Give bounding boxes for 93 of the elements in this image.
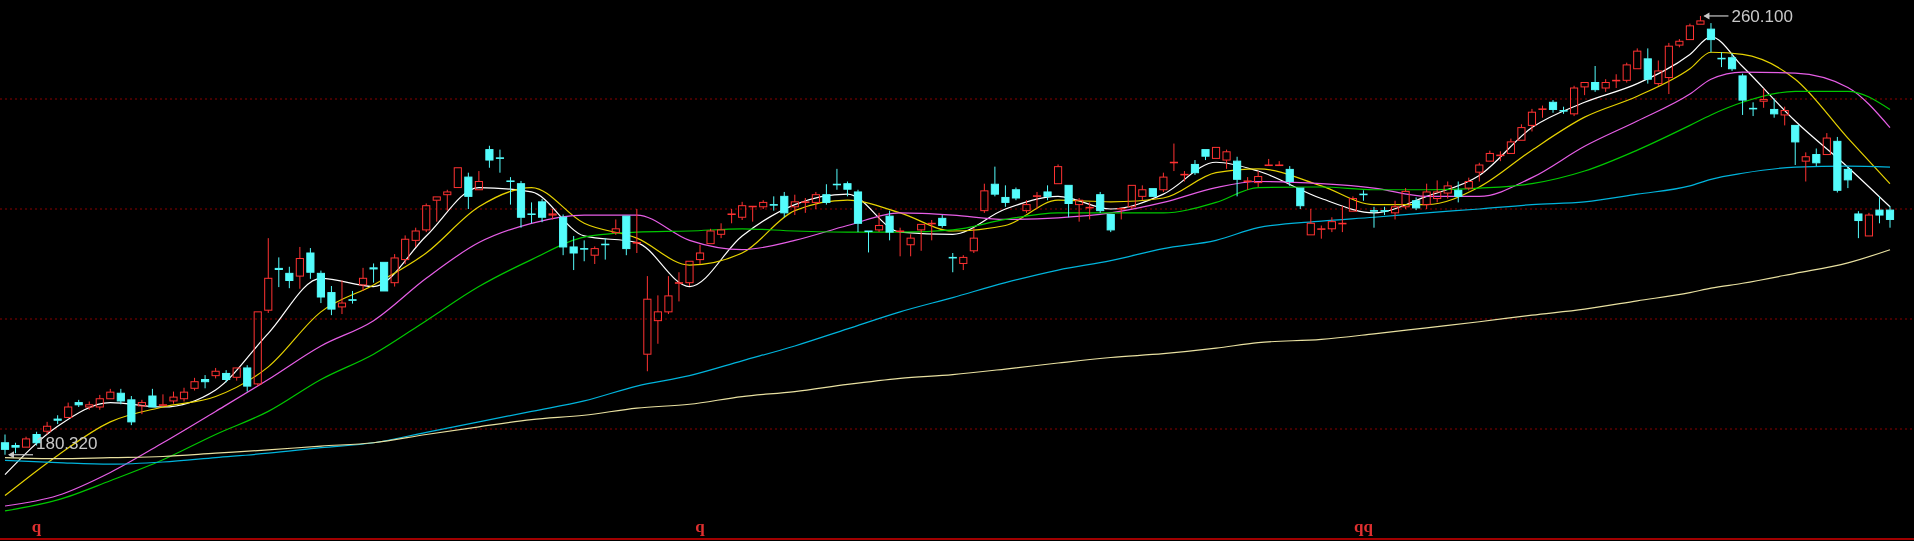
candlestick <box>1296 187 1305 210</box>
candlestick <box>474 170 483 191</box>
candlestick <box>990 166 999 197</box>
candlestick <box>495 149 505 174</box>
x-tick-label: q <box>695 517 706 536</box>
candlestick <box>717 222 726 239</box>
candlestick <box>853 189 863 233</box>
candlestick <box>222 369 231 383</box>
candlestick <box>1011 187 1021 201</box>
candlestick <box>811 191 820 210</box>
candlestick <box>1022 199 1031 214</box>
candlestick <box>1401 187 1410 210</box>
candlestick <box>559 214 568 256</box>
candlestick <box>1075 197 1084 223</box>
candlestick <box>685 260 694 287</box>
candlestick <box>1053 163 1063 185</box>
candlestick <box>1643 47 1652 85</box>
candlestick <box>1327 216 1336 233</box>
candlestick <box>1527 108 1537 132</box>
candlestick <box>1633 47 1642 70</box>
candlestick <box>137 399 146 415</box>
candlestick <box>1190 159 1200 176</box>
candlestick <box>295 246 304 290</box>
candlestick <box>1885 205 1895 229</box>
candlestick <box>1654 60 1663 87</box>
candlestick <box>611 218 620 236</box>
candlestick <box>1685 23 1694 41</box>
candlestick <box>1285 165 1294 187</box>
candlestick <box>1664 42 1673 95</box>
candlestick <box>1801 151 1810 182</box>
candlestick <box>274 256 283 288</box>
candlestick <box>874 212 884 233</box>
candlestick <box>1001 184 1010 208</box>
candlestick <box>537 198 547 223</box>
x-tick-label: q <box>31 517 42 536</box>
candlestick <box>21 436 31 448</box>
candlestick <box>1548 99 1558 114</box>
candlestick <box>906 233 915 257</box>
candlestick <box>1148 188 1157 197</box>
candlestick <box>822 183 831 206</box>
candlestick <box>369 262 378 284</box>
candlestick <box>1064 184 1073 218</box>
candlestick <box>580 239 589 262</box>
candlestick <box>653 294 662 345</box>
candlestick <box>1348 195 1358 212</box>
candlestick <box>674 271 684 302</box>
x-tick-label: qq <box>1354 517 1374 536</box>
candlestick <box>1843 166 1852 189</box>
candlestick <box>948 252 957 273</box>
candlestick <box>695 244 705 265</box>
candlestick <box>1369 206 1379 229</box>
candlestick <box>516 180 526 229</box>
candlestick <box>1211 146 1221 159</box>
candlestick <box>1032 191 1042 210</box>
candlestick <box>1390 200 1400 220</box>
candlestick <box>1570 85 1579 117</box>
candlestick <box>969 227 978 254</box>
candlestick <box>1127 184 1136 210</box>
candlestick <box>43 421 52 435</box>
candlestick <box>316 270 325 304</box>
candlestick <box>1591 65 1600 93</box>
candlestick <box>632 208 641 254</box>
annotation: 260.100 <box>1731 6 1793 26</box>
candlestick <box>1833 136 1842 193</box>
candlestick <box>896 227 905 257</box>
candlestick <box>453 167 462 189</box>
candlestick <box>643 275 652 372</box>
candlestick <box>1233 156 1242 197</box>
candlestick <box>179 387 189 402</box>
candlestick <box>917 223 926 252</box>
candlestick <box>201 374 210 389</box>
candlestick <box>1117 207 1126 220</box>
candlestick <box>938 214 947 229</box>
candlestick <box>232 367 241 382</box>
candlestick <box>401 234 410 265</box>
candlestick <box>1791 124 1800 166</box>
candlestick <box>358 267 368 292</box>
candlestick <box>1412 196 1421 211</box>
candlestick <box>106 388 115 400</box>
candlestick <box>1864 212 1874 237</box>
candlestick <box>432 196 441 223</box>
candlestick <box>759 199 768 210</box>
candlestick <box>864 230 873 253</box>
candlestick <box>1506 138 1515 154</box>
candlestick <box>1517 123 1526 141</box>
candlestick <box>380 261 389 292</box>
candlestick <box>1706 22 1716 53</box>
candlestick <box>337 280 347 315</box>
candlestick <box>158 393 168 406</box>
candlestick <box>1727 52 1737 72</box>
candlestick <box>1306 208 1315 236</box>
candlestick <box>1749 101 1758 117</box>
candlestick <box>569 235 578 271</box>
